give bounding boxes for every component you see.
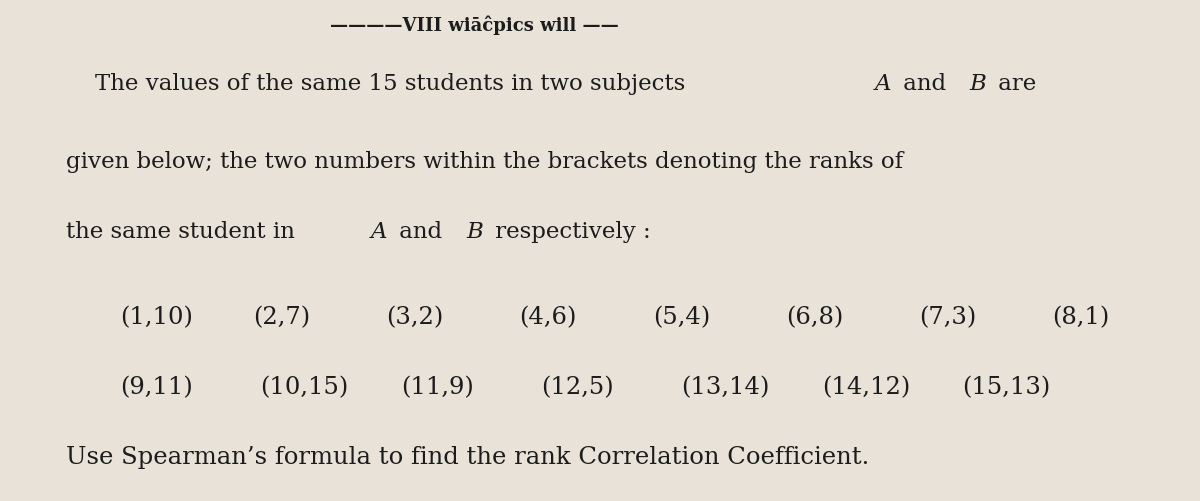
Text: (8,1): (8,1) [1052, 305, 1110, 328]
Text: (14,12): (14,12) [822, 375, 911, 398]
Text: (6,8): (6,8) [786, 305, 844, 328]
Text: (11,9): (11,9) [401, 375, 474, 398]
Text: (12,5): (12,5) [541, 375, 614, 398]
Text: (3,2): (3,2) [386, 305, 444, 328]
Text: (7,3): (7,3) [919, 305, 977, 328]
Text: (9,11): (9,11) [120, 375, 193, 398]
Text: (10,15): (10,15) [260, 375, 349, 398]
Text: given below; the two numbers within the brackets denoting the ranks of: given below; the two numbers within the … [66, 151, 904, 173]
Text: B: B [970, 73, 986, 95]
Text: (2,7): (2,7) [253, 305, 311, 328]
Text: Use Spearman’s formula to find the rank Correlation Coefficient.: Use Spearman’s formula to find the rank … [66, 445, 869, 468]
Text: A: A [371, 221, 388, 243]
Text: and: and [392, 221, 449, 243]
Text: ————VIII wiāĉpics will ——: ————VIII wiāĉpics will —— [330, 15, 619, 35]
Text: (5,4): (5,4) [653, 305, 710, 328]
Text: (1,10): (1,10) [120, 305, 193, 328]
Text: the same student in: the same student in [66, 221, 302, 243]
Text: (4,6): (4,6) [520, 305, 577, 328]
Text: (13,14): (13,14) [682, 375, 770, 398]
Text: and: and [895, 73, 953, 95]
Text: The values of the same 15 students in two subjects: The values of the same 15 students in tw… [66, 73, 692, 95]
Text: A: A [875, 73, 890, 95]
Text: B: B [466, 221, 482, 243]
Text: (15,13): (15,13) [962, 375, 1051, 398]
Text: respectively :: respectively : [487, 221, 650, 243]
Text: are: are [991, 73, 1037, 95]
